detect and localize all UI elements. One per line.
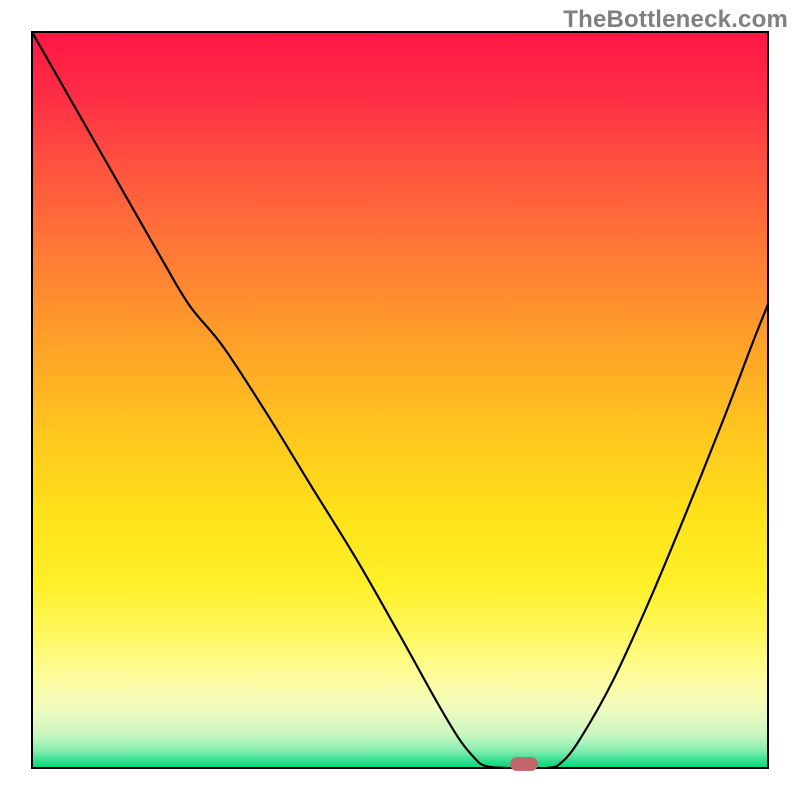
chart-container: { "watermark": { "text": "TheBottleneck.… bbox=[0, 0, 800, 800]
bottleneck-chart bbox=[0, 0, 800, 800]
watermark-text: TheBottleneck.com bbox=[563, 6, 788, 34]
optimum-marker bbox=[510, 757, 538, 771]
gradient-background bbox=[32, 32, 768, 768]
